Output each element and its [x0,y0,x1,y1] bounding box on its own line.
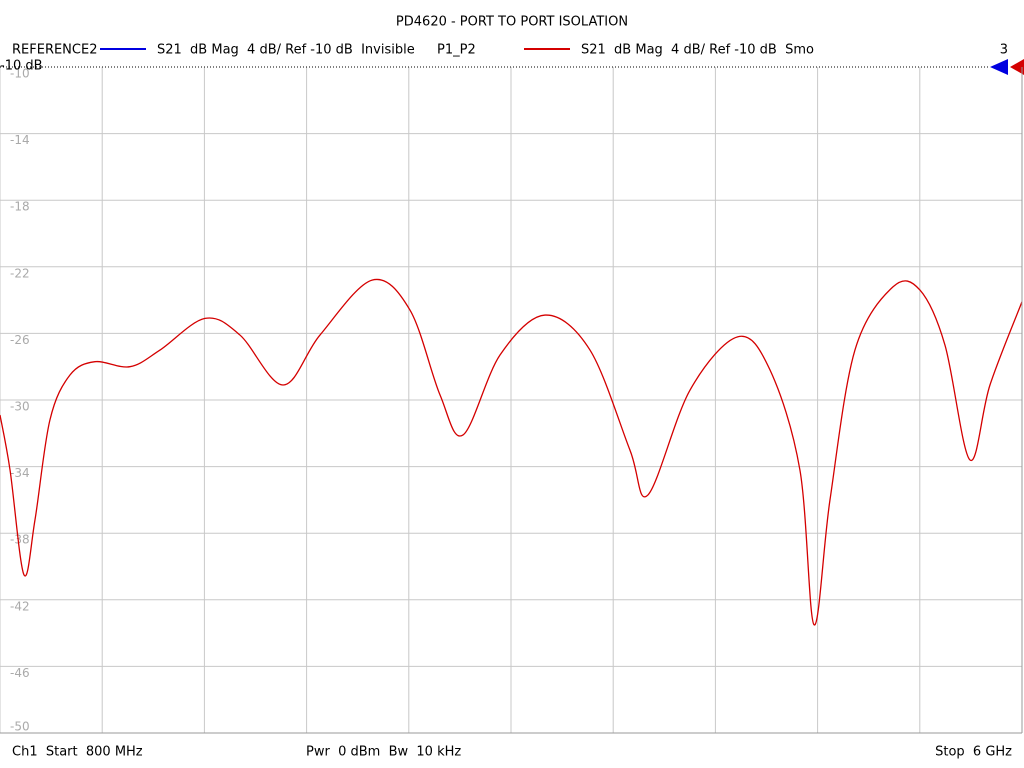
reference-marker [990,59,1008,75]
series-name: P1_P2 [437,43,476,58]
y-tick-label: -50 [10,720,30,734]
footer-power: Pwr 0 dBm Bw 10 kHz [306,745,461,760]
y-tick-label: -42 [10,599,30,613]
footer-stop: Stop 6 GHz [935,745,1012,760]
reference-trace-name: REFERENCE2 [12,43,97,58]
reference-trace-label: S21 dB Mag 4 dB/ Ref -10 dB Invisible [157,43,415,58]
y-tick-label: -22 [10,266,30,280]
y-tick-label: -14 [10,133,30,147]
y-tick-label: -30 [10,400,30,414]
y-tick-label: -26 [10,333,30,347]
trace-marker [1010,59,1024,75]
chart-title: PD4620 - PORT TO PORT ISOLATION [396,15,628,30]
reference-label: -10 dB [0,59,43,74]
footer-start: Ch1 Start 800 MHz [12,745,143,760]
y-tick-label: -34 [10,466,30,480]
channel-number: 3 [1000,43,1008,58]
y-tick-label: -38 [10,533,30,547]
series-label: S21 dB Mag 4 dB/ Ref -10 dB Smo [581,43,814,58]
y-tick-label: -46 [10,666,30,680]
y-tick-label: -10 [10,67,30,81]
y-tick-label: -18 [10,200,30,214]
trace-line [0,278,1023,626]
